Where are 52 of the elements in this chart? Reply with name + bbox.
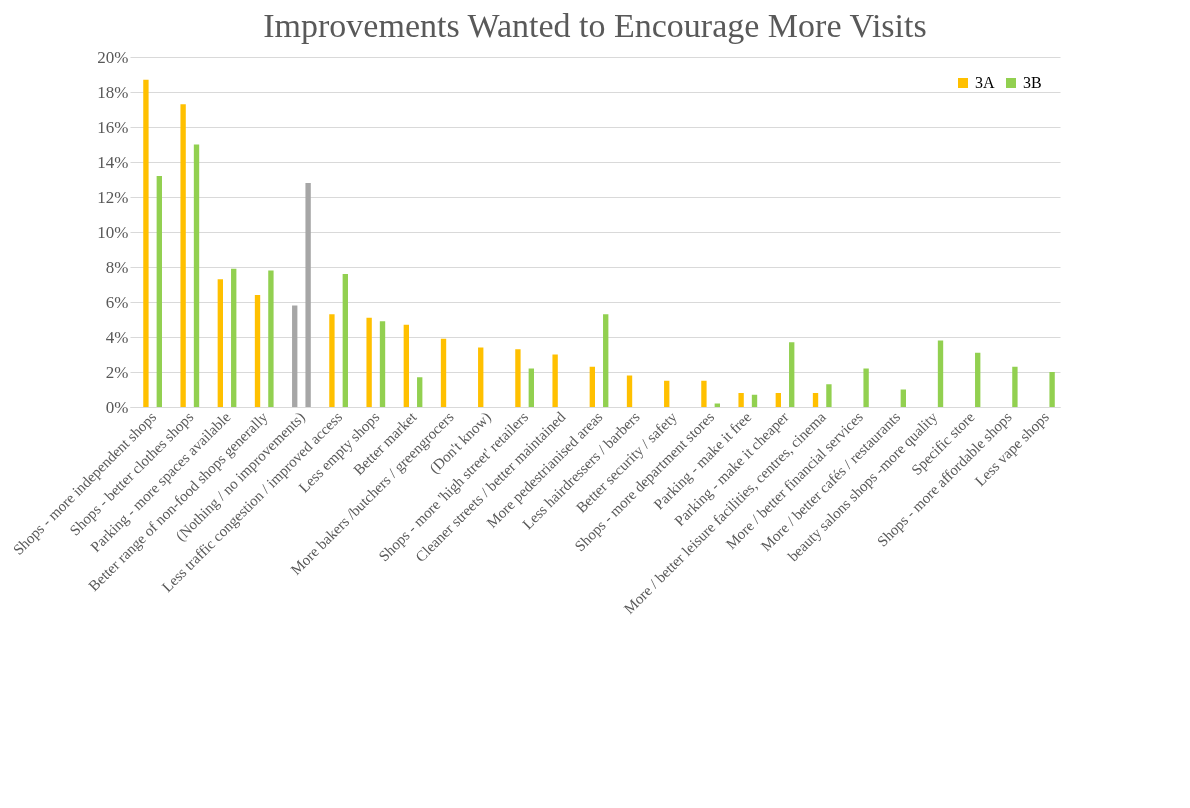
- bar: [603, 314, 609, 407]
- y-tick-label: 20%: [97, 47, 129, 67]
- bar: [292, 305, 298, 407]
- y-tick-label: 14%: [97, 152, 129, 172]
- legend-label: 3B: [1023, 74, 1042, 91]
- bar: [789, 342, 795, 407]
- bar: [156, 176, 162, 407]
- bar: [528, 368, 534, 407]
- bar: [589, 366, 595, 407]
- y-tick-label: 16%: [97, 117, 129, 137]
- bar: [812, 393, 819, 407]
- y-tick-label: 12%: [97, 187, 129, 207]
- bar: [268, 270, 274, 407]
- y-tick-label: 6%: [105, 292, 129, 312]
- bar: [937, 340, 944, 407]
- bar: [366, 317, 372, 407]
- bar: [440, 338, 447, 407]
- bar: [180, 104, 186, 407]
- bar: [193, 144, 200, 407]
- y-tick-label: 4%: [105, 327, 129, 347]
- bar: [329, 314, 335, 407]
- bar: [515, 349, 521, 407]
- bar: [417, 377, 423, 407]
- bar: [552, 354, 558, 407]
- legend-label: 3A: [975, 74, 995, 91]
- bar: [254, 295, 261, 407]
- y-tick-label: 2%: [105, 362, 129, 382]
- bar: [701, 380, 707, 407]
- bar: [738, 393, 744, 407]
- bar: [217, 279, 223, 407]
- bar: [231, 268, 237, 407]
- bar: [863, 368, 869, 407]
- y-tick-label: 10%: [97, 222, 129, 242]
- bar: [626, 375, 633, 407]
- chart-title: Improvements Wanted to Encourage More Visits: [263, 7, 927, 44]
- bar: [826, 384, 832, 407]
- y-tick-label: 18%: [97, 82, 129, 102]
- bar: [379, 321, 386, 407]
- bar: [342, 274, 348, 407]
- y-tick-label: 8%: [105, 257, 129, 277]
- bar: [1012, 366, 1018, 407]
- bar: [478, 347, 484, 407]
- bar: [975, 352, 981, 407]
- bar: [143, 79, 149, 407]
- bar: [403, 324, 409, 407]
- y-tick-label: 0%: [105, 397, 129, 417]
- bar: [900, 389, 906, 407]
- bar: [751, 394, 758, 407]
- bar: [1049, 372, 1055, 407]
- bar: [664, 380, 670, 407]
- bar: [305, 183, 311, 407]
- bar: [775, 393, 781, 407]
